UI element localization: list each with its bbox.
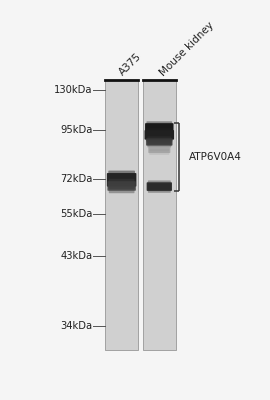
Text: 95kDa: 95kDa <box>60 125 92 135</box>
FancyBboxPatch shape <box>109 184 134 193</box>
FancyBboxPatch shape <box>146 138 173 146</box>
FancyBboxPatch shape <box>147 136 171 144</box>
Text: A375: A375 <box>118 52 144 78</box>
FancyBboxPatch shape <box>146 128 173 138</box>
Text: 72kDa: 72kDa <box>60 174 92 184</box>
Bar <box>143 80 176 350</box>
Text: 130kDa: 130kDa <box>54 84 92 94</box>
FancyBboxPatch shape <box>107 173 136 186</box>
FancyBboxPatch shape <box>149 149 169 155</box>
FancyBboxPatch shape <box>146 132 173 142</box>
FancyBboxPatch shape <box>148 180 171 189</box>
FancyBboxPatch shape <box>146 121 172 130</box>
Text: ATP6V0A4: ATP6V0A4 <box>188 152 241 162</box>
Text: 43kDa: 43kDa <box>60 251 92 261</box>
FancyBboxPatch shape <box>147 140 171 148</box>
FancyBboxPatch shape <box>108 176 135 189</box>
FancyBboxPatch shape <box>148 184 171 193</box>
Text: 55kDa: 55kDa <box>60 209 92 219</box>
Bar <box>105 80 138 350</box>
FancyBboxPatch shape <box>146 125 172 134</box>
FancyBboxPatch shape <box>107 181 136 191</box>
Text: Mouse kidney: Mouse kidney <box>157 20 215 78</box>
FancyBboxPatch shape <box>148 148 170 153</box>
FancyBboxPatch shape <box>149 146 169 151</box>
FancyBboxPatch shape <box>145 123 174 132</box>
FancyBboxPatch shape <box>147 182 172 191</box>
FancyBboxPatch shape <box>109 179 134 188</box>
FancyBboxPatch shape <box>108 170 135 184</box>
FancyBboxPatch shape <box>144 130 174 140</box>
Text: 34kDa: 34kDa <box>60 321 92 331</box>
